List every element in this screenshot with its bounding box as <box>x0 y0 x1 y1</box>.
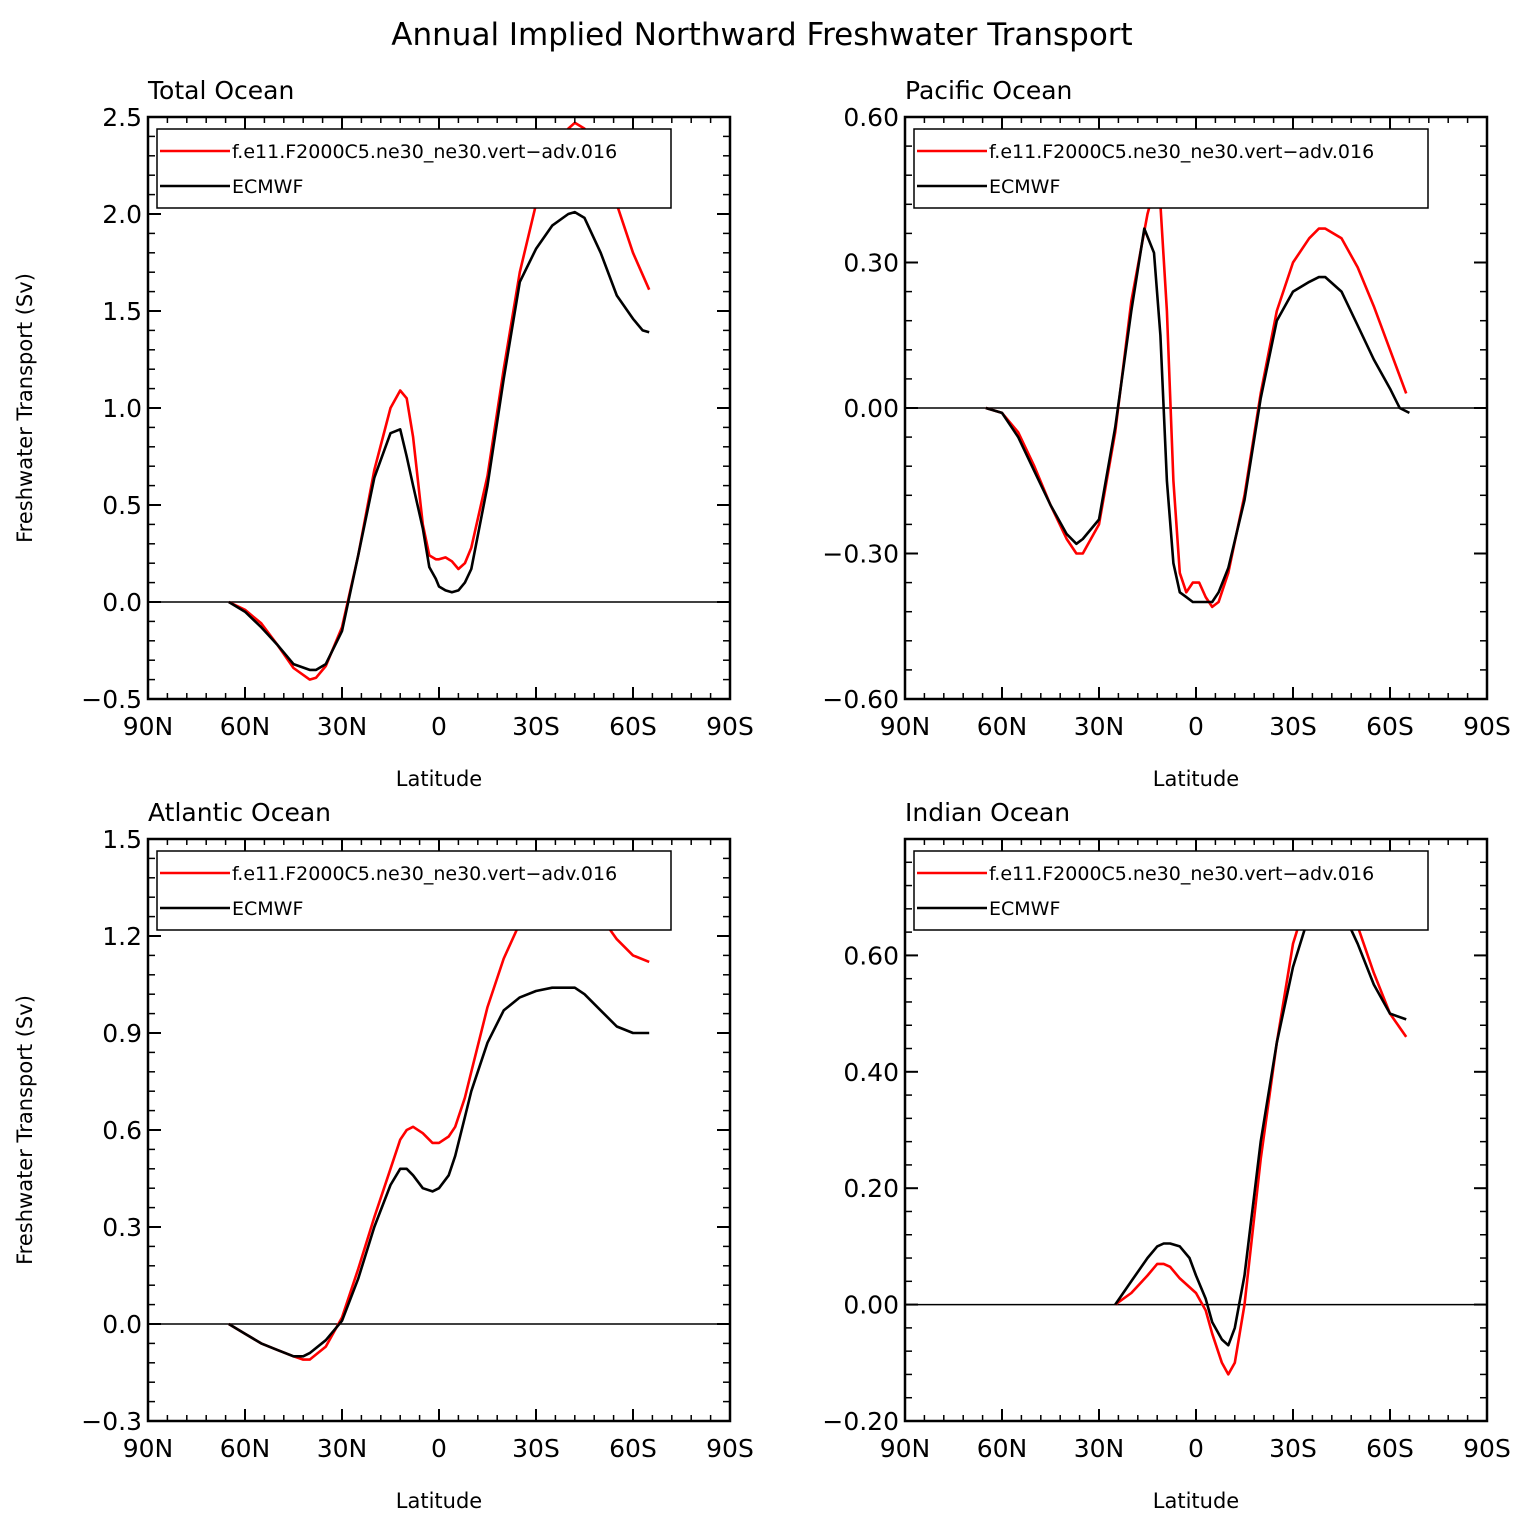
legend: f.e11.F2000C5.ne30_ne30.vert−adv.016 ECMW… <box>156 850 672 931</box>
y-tick-label: −0.60 <box>822 685 899 714</box>
y-tick-label: 0.0 <box>102 588 142 617</box>
y-tick-label: 0.60 <box>843 103 899 132</box>
x-tick-label: 60N <box>220 1434 271 1463</box>
x-tick-label: 90N <box>880 1434 931 1463</box>
legend-label: f.e11.F2000C5.ne30_ne30.vert−adv.016 <box>232 141 617 163</box>
panel-2: Pacific Ocean 90N 60N 30N 0 30S 60S 90S −0.60 −0.… <box>822 76 1510 791</box>
x-tick-label: 90N <box>123 1434 174 1463</box>
x-tick-label: 30S <box>512 712 560 741</box>
panel-4: Indian Ocean 90N 60N 30N 0 30S 60S 90S −0.20 0.00… <box>822 798 1510 1513</box>
x-axis-label: Latitude <box>1153 1489 1239 1513</box>
y-tick-label: 0.60 <box>843 941 899 970</box>
x-tick-label: 90N <box>123 712 174 741</box>
x-tick-label: 60S <box>609 712 657 741</box>
ecmwf-series-line <box>228 210 650 672</box>
x-tick-label: 0 <box>1188 712 1204 741</box>
series-group <box>1114 860 1408 1376</box>
series-group <box>228 121 651 681</box>
y-tick-label: −0.3 <box>81 1407 142 1436</box>
legend-box <box>913 850 1429 931</box>
x-tick-label: 90S <box>706 1434 754 1463</box>
panel-1: Total Ocean 90N 60N 30N 0 30S 60S 90S −0.5 0.0 0.5… <box>13 76 754 791</box>
y-tick-label: 0.9 <box>102 1019 142 1048</box>
y-tick-label: 1.0 <box>102 394 142 423</box>
legend-label: f.e11.F2000C5.ne30_ne30.vert−adv.016 <box>232 863 617 885</box>
y-tick-label: 2.5 <box>102 103 142 132</box>
y-tick-label: 0.3 <box>102 1213 142 1242</box>
y-tick-label: −0.20 <box>822 1407 899 1436</box>
x-tick-label: 90S <box>1463 712 1511 741</box>
legend-box <box>913 128 1429 209</box>
legend-box <box>156 128 672 209</box>
y-tick-label: 1.5 <box>102 825 142 854</box>
x-tick-label: 30S <box>1269 1434 1317 1463</box>
panel-title: Indian Ocean <box>905 798 1070 827</box>
x-tick-label: 90N <box>880 712 931 741</box>
x-tick-label: 60S <box>1366 712 1414 741</box>
ecmwf-series-line <box>228 986 650 1358</box>
panel-title: Atlantic Ocean <box>148 798 331 827</box>
x-axis-label: Latitude <box>396 767 482 791</box>
x-tick-label: 30N <box>317 1434 368 1463</box>
y-tick-label: 1.2 <box>102 922 142 951</box>
x-tick-label: 30S <box>512 1434 560 1463</box>
y-tick-label: 0.00 <box>843 394 899 423</box>
y-tick-label: 0.00 <box>843 1291 899 1320</box>
ecmwf-series-line <box>985 227 1410 604</box>
legend-label: ECMWF <box>989 176 1060 198</box>
x-tick-label: 90S <box>1463 1434 1511 1463</box>
y-tick-label: −0.5 <box>81 685 142 714</box>
panel-title: Total Ocean <box>147 76 294 105</box>
figure-title: Annual Implied Northward Freshwater Tran… <box>391 17 1132 53</box>
y-tick-label: 0.20 <box>843 1174 899 1203</box>
x-tick-label: 0 <box>1188 1434 1204 1463</box>
legend-label: ECMWF <box>989 898 1060 920</box>
y-tick-label: 1.5 <box>102 297 142 326</box>
x-tick-label: 30S <box>1269 712 1317 741</box>
legend: f.e11.F2000C5.ne30_ne30.vert−adv.016 ECMW… <box>156 128 672 209</box>
x-tick-label: 0 <box>431 1434 447 1463</box>
model-series-line <box>1114 860 1408 1376</box>
model-series-line <box>985 188 1408 609</box>
y-tick-label: 2.0 <box>102 200 142 229</box>
panel-title: Pacific Ocean <box>905 76 1072 105</box>
x-tick-label: 90S <box>706 712 754 741</box>
y-tick-label: −0.30 <box>822 540 899 569</box>
x-tick-label: 60S <box>609 1434 657 1463</box>
x-tick-label: 60S <box>1366 1434 1414 1463</box>
legend: f.e11.F2000C5.ne30_ne30.vert−adv.016 ECMW… <box>913 850 1429 931</box>
legend-label: ECMWF <box>232 898 303 920</box>
y-tick-label: 0.6 <box>102 1116 142 1145</box>
legend-box <box>156 850 672 931</box>
x-tick-label: 60N <box>977 712 1028 741</box>
y-axis-label: Freshwater Transport (Sv) <box>13 995 37 1265</box>
y-tick-label: 0.5 <box>102 491 142 520</box>
y-tick-label: 0.0 <box>102 1310 142 1339</box>
model-series-line <box>228 121 651 681</box>
y-axis-label: Freshwater Transport (Sv) <box>13 273 37 543</box>
legend-label: f.e11.F2000C5.ne30_ne30.vert−adv.016 <box>989 141 1374 163</box>
series-group <box>228 886 650 1361</box>
x-tick-label: 0 <box>431 712 447 741</box>
panel-3: Atlantic Ocean 90N 60N 30N 0 30S 60S 90S −0.3 0.0… <box>13 798 754 1513</box>
ecmwf-series-line <box>1114 895 1407 1347</box>
x-axis-label: Latitude <box>396 1489 482 1513</box>
legend-label: ECMWF <box>232 176 303 198</box>
legend-label: f.e11.F2000C5.ne30_ne30.vert−adv.016 <box>989 863 1374 885</box>
x-tick-label: 60N <box>977 1434 1028 1463</box>
x-tick-label: 30N <box>1074 712 1125 741</box>
x-tick-label: 30N <box>1074 1434 1125 1463</box>
x-tick-label: 30N <box>317 712 368 741</box>
x-axis-label: Latitude <box>1153 767 1239 791</box>
legend: f.e11.F2000C5.ne30_ne30.vert−adv.016 ECMW… <box>913 128 1429 209</box>
y-tick-label: 0.40 <box>843 1058 899 1087</box>
series-group <box>985 188 1410 609</box>
model-series-line <box>228 886 650 1361</box>
panels: Total Ocean 90N 60N 30N 0 30S 60S 90S −0.5 0.0 0.5… <box>13 76 1511 1513</box>
y-tick-label: 0.30 <box>843 249 899 278</box>
x-tick-label: 60N <box>220 712 271 741</box>
